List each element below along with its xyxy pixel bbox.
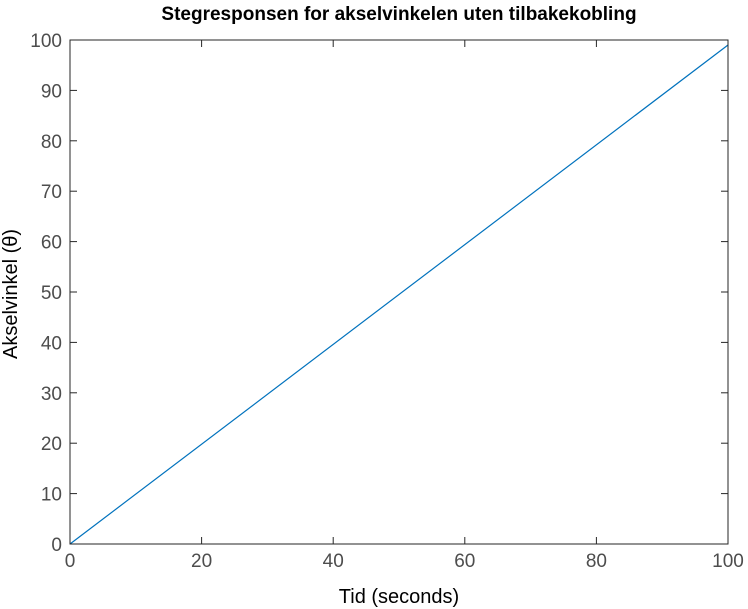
axes-box <box>69 39 729 545</box>
x-axis-label: Tid (seconds) <box>339 586 459 608</box>
y-tick-label: 60 <box>41 233 62 254</box>
x-tick-label: 20 <box>191 551 212 572</box>
x-tick-label: 80 <box>586 551 607 572</box>
y-axis-label: Akselvinkel (θ) <box>0 229 22 359</box>
x-tick-label: 40 <box>323 551 344 572</box>
y-tick-label: 80 <box>41 132 62 153</box>
chart-title: Stegresponsen for akselvinkelen uten til… <box>161 4 636 25</box>
y-tick-label: 40 <box>41 333 62 354</box>
series-line-1 <box>69 44 729 545</box>
y-tick-label: 70 <box>41 182 62 203</box>
plot-area <box>69 39 729 545</box>
y-tick-label: 10 <box>41 485 62 506</box>
y-tick-label: 20 <box>41 434 62 455</box>
x-tick-label: 60 <box>454 551 475 572</box>
x-tick-label: 100 <box>712 551 744 572</box>
axis-ticks: 0 20 40 60 80 100 0 10 20 30 40 50 60 70 80 90 100 <box>30 31 744 572</box>
y-tick-label: 90 <box>41 81 62 102</box>
y-tick-label: 0 <box>51 535 62 556</box>
y-tick-label: 30 <box>41 384 62 405</box>
x-tick-label: 0 <box>65 551 76 572</box>
y-tick-label: 100 <box>30 31 62 52</box>
y-tick-label: 50 <box>41 283 62 304</box>
